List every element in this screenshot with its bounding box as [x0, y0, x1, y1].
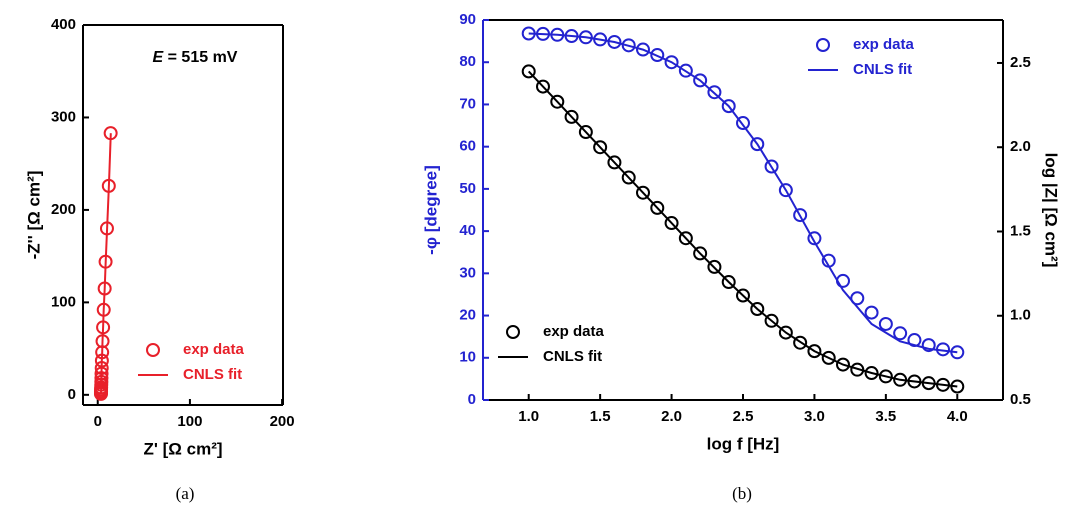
y-tick-label: 40 — [459, 222, 476, 239]
legend-label: CNLS fit — [853, 61, 912, 78]
legend-label: CNLS fit — [183, 366, 242, 383]
data-point — [878, 369, 893, 384]
legend-label: exp data — [183, 341, 245, 358]
y-axis-label: -Z'' [Ω cm²] — [24, 171, 43, 260]
data-point — [736, 288, 750, 303]
data-point — [764, 313, 779, 328]
x-tick-label: 2.0 — [661, 408, 682, 425]
data-point — [521, 64, 536, 79]
x-tick-label: 0 — [94, 413, 102, 430]
data-point — [864, 366, 879, 381]
y-tick-label: 80 — [459, 53, 476, 70]
y-tick-label: 400 — [51, 16, 76, 33]
fit-line — [527, 70, 958, 388]
data-point — [664, 216, 679, 231]
legend-swatch — [506, 325, 520, 339]
data-point — [864, 305, 879, 320]
x-tick-label: 1.5 — [590, 408, 611, 425]
data-point — [821, 350, 836, 365]
data-point — [736, 116, 750, 131]
data-point — [778, 325, 793, 340]
annotation: E = 515 mV — [153, 49, 238, 66]
y-tick-label: 300 — [51, 108, 76, 125]
data-point — [793, 208, 808, 223]
data-point — [778, 183, 793, 198]
x-tick-label: 4.0 — [947, 408, 968, 425]
data-point — [536, 79, 550, 94]
y-tick-label: 100 — [51, 293, 76, 310]
data-point — [593, 140, 608, 155]
data-point — [750, 137, 765, 152]
data-point — [807, 344, 822, 359]
x-tick-label: 1.0 — [518, 408, 539, 425]
data-point — [664, 55, 679, 70]
y2-tick-label: 0.5 — [1010, 391, 1031, 408]
data-point — [793, 335, 808, 350]
data-point — [678, 231, 693, 246]
x-tick-label: 3.5 — [875, 408, 896, 425]
data-point — [621, 170, 636, 185]
y-tick-label: 0 — [68, 386, 76, 403]
data-point — [921, 338, 936, 353]
fit-line — [528, 32, 958, 354]
legend-swatch — [816, 38, 830, 52]
x-axis-label: log f [Hz] — [707, 434, 780, 453]
y-tick-label: 50 — [459, 180, 476, 197]
data-point — [650, 200, 665, 215]
y-tick-label: 0 — [468, 391, 476, 408]
data-point — [707, 85, 722, 100]
data-point — [893, 326, 908, 341]
data-point — [564, 109, 579, 124]
annotation-part: E — [153, 49, 165, 66]
data-point — [707, 259, 722, 274]
x-tick-label: 2.5 — [733, 408, 754, 425]
data-point — [636, 185, 650, 200]
x-tick-label: 3.0 — [804, 408, 825, 425]
y-axis-label: -φ [degree] — [421, 165, 440, 255]
y-tick-label: 200 — [51, 201, 76, 218]
data-point — [807, 231, 822, 246]
y2-tick-label: 2.5 — [1010, 54, 1031, 71]
y-tick-label: 10 — [459, 349, 476, 366]
data-point — [607, 155, 622, 170]
y2-tick-label: 1.0 — [1010, 307, 1031, 324]
data-point — [693, 73, 708, 88]
caption: (a) — [176, 484, 195, 503]
y-tick-label: 20 — [459, 307, 476, 324]
legend-label: exp data — [853, 36, 915, 53]
caption: (b) — [732, 484, 752, 503]
data-point — [721, 99, 736, 114]
data-point — [650, 48, 665, 63]
data-point — [878, 317, 893, 331]
legend-label: exp data — [543, 323, 605, 340]
data-point — [636, 42, 650, 57]
data-point — [621, 38, 636, 53]
data-point — [836, 357, 850, 372]
x-tick-label: 200 — [270, 413, 295, 430]
legend-swatch — [146, 343, 160, 357]
fit-line — [100, 133, 112, 394]
data-point — [750, 302, 765, 317]
data-point — [693, 246, 708, 261]
data-point — [678, 63, 693, 78]
data-point — [850, 291, 865, 306]
y-tick-label: 60 — [459, 138, 476, 155]
data-point — [764, 159, 779, 174]
data-point — [721, 275, 736, 290]
x-tick-label: 100 — [177, 413, 202, 430]
data-point — [836, 273, 850, 288]
data-point — [578, 125, 593, 140]
data-point — [550, 94, 565, 109]
y2-tick-label: 2.0 — [1010, 138, 1031, 155]
y-tick-label: 30 — [459, 264, 476, 281]
y-tick-label: 90 — [459, 11, 476, 28]
annotation-part: = 515 mV — [163, 49, 238, 66]
y2-axis-label: log |Z| [Ω cm²] — [1042, 153, 1061, 268]
y2-tick-label: 1.5 — [1010, 222, 1031, 239]
legend-label: CNLS fit — [543, 348, 602, 365]
y-tick-label: 70 — [459, 95, 476, 112]
x-axis-label: Z' [Ω cm²] — [143, 439, 222, 458]
